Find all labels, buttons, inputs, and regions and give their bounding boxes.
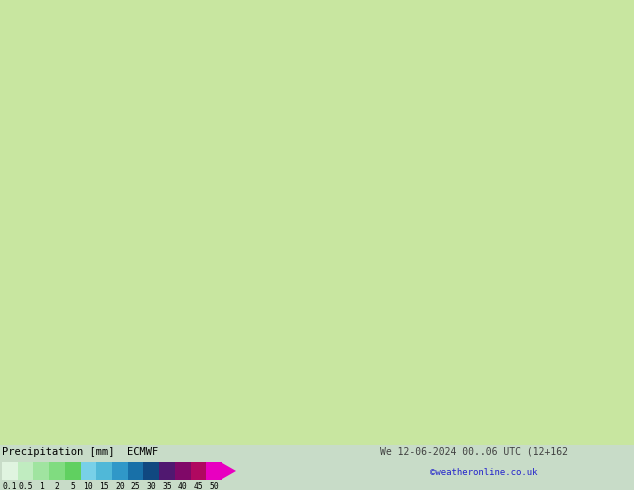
Bar bbox=[191, 462, 206, 480]
Polygon shape bbox=[222, 463, 236, 479]
Bar bbox=[206, 462, 222, 480]
Bar bbox=[159, 462, 175, 480]
Text: 1: 1 bbox=[39, 482, 44, 490]
Text: 50: 50 bbox=[209, 482, 219, 490]
Text: 45: 45 bbox=[193, 482, 204, 490]
Bar bbox=[112, 462, 127, 480]
Text: ©weatheronline.co.uk: ©weatheronline.co.uk bbox=[430, 468, 538, 477]
Bar bbox=[34, 462, 49, 480]
Bar bbox=[65, 462, 81, 480]
Bar bbox=[143, 462, 159, 480]
Bar bbox=[127, 462, 143, 480]
Bar bbox=[81, 462, 96, 480]
Bar bbox=[2, 462, 18, 480]
Text: 40: 40 bbox=[178, 482, 188, 490]
Bar bbox=[49, 462, 65, 480]
Text: 0.5: 0.5 bbox=[18, 482, 33, 490]
Bar bbox=[96, 462, 112, 480]
Bar bbox=[175, 462, 191, 480]
Bar bbox=[18, 462, 34, 480]
Text: 2: 2 bbox=[55, 482, 60, 490]
Text: 20: 20 bbox=[115, 482, 125, 490]
Text: We 12-06-2024 00..06 UTC (12+162: We 12-06-2024 00..06 UTC (12+162 bbox=[380, 447, 568, 457]
Text: 0.1: 0.1 bbox=[3, 482, 17, 490]
Text: 35: 35 bbox=[162, 482, 172, 490]
Text: 25: 25 bbox=[131, 482, 141, 490]
Text: 5: 5 bbox=[70, 482, 75, 490]
Text: 15: 15 bbox=[100, 482, 109, 490]
Text: 30: 30 bbox=[146, 482, 156, 490]
Text: 10: 10 bbox=[84, 482, 93, 490]
Text: Precipitation [mm]  ECMWF: Precipitation [mm] ECMWF bbox=[2, 447, 158, 457]
